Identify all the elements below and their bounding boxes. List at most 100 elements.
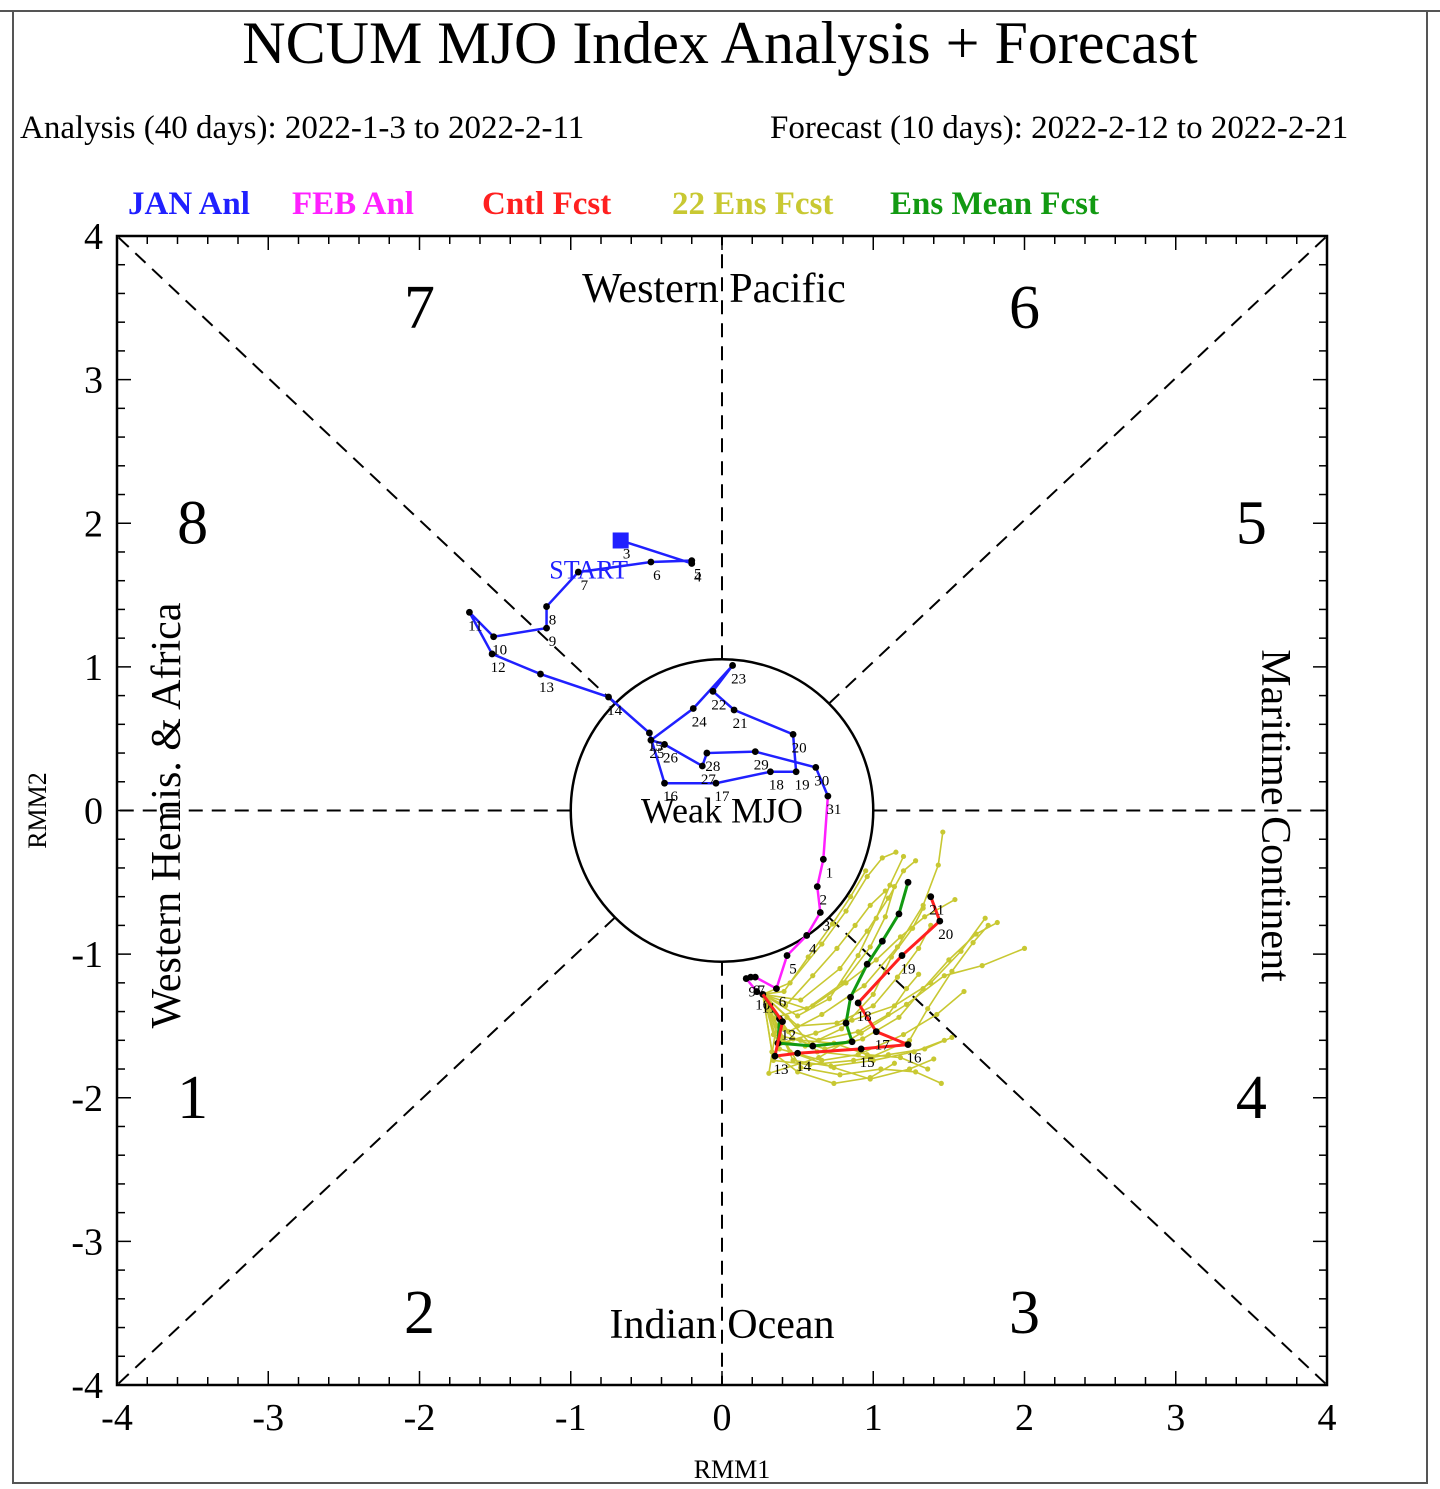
jan-day-label: 14	[607, 703, 623, 719]
ensemble-point	[925, 1066, 931, 1072]
ensemble-point	[903, 985, 910, 992]
ensemble-point	[925, 1006, 931, 1012]
ens-mean-point	[847, 993, 854, 1001]
ensemble-point	[831, 1080, 837, 1086]
ensemble-point	[894, 974, 901, 980]
ensemble-point	[885, 895, 891, 901]
ensemble-point	[855, 1052, 861, 1058]
jan-point	[537, 670, 544, 678]
chart-title: NCUM MJO Index Analysis + Forecast	[242, 10, 1198, 76]
jan-point	[488, 650, 496, 658]
y-tick-label: -3	[71, 1221, 103, 1263]
ensemble-point	[920, 905, 926, 911]
ens-mean-point	[842, 1019, 850, 1027]
jan-point	[647, 736, 655, 744]
phase-number: 6	[1009, 274, 1040, 342]
jan-day-label: 7	[581, 578, 589, 594]
ensemble-point	[979, 963, 985, 969]
forecast-period-label: Forecast (10 days): 2022-2-12 to 2022-2-…	[770, 110, 1349, 146]
control-point	[898, 952, 906, 959]
ensemble-point	[766, 1070, 772, 1076]
ensemble-point	[938, 1080, 944, 1086]
legend-jan-anl: JAN Anl	[128, 186, 250, 222]
ensemble-point	[870, 1003, 876, 1009]
plot-frame	[115, 234, 1329, 1387]
ensemble-member-line	[762, 870, 867, 996]
jan-day-label: 9	[549, 634, 557, 650]
ensemble-point	[897, 934, 904, 940]
x-tick-label: 4	[1318, 1397, 1337, 1439]
x-tick-label: -2	[404, 1397, 436, 1439]
jan-point	[647, 558, 655, 566]
ensemble-point	[798, 1037, 804, 1043]
ensemble-point	[843, 980, 849, 986]
ensemble-point	[798, 1064, 804, 1071]
feb-day-label: 2	[820, 893, 828, 909]
y-axis-title: RMM2	[23, 772, 52, 849]
x-tick-label: 2	[1015, 1397, 1034, 1439]
ensemble-point	[916, 945, 922, 951]
jan-day-label: 17	[714, 789, 730, 805]
ensemble-point	[769, 1049, 775, 1055]
ensemble-point	[887, 882, 893, 888]
start-label: START	[549, 555, 628, 584]
control-day-label: 19	[900, 962, 915, 978]
jan-point	[767, 768, 774, 776]
ensemble-point	[819, 1057, 825, 1064]
control-day-label: 15	[860, 1055, 875, 1071]
feb-day-label: 7	[758, 983, 766, 999]
control-day-label: 12	[781, 1028, 796, 1044]
ensemble-point	[870, 991, 876, 997]
ensemble-point	[867, 1075, 873, 1081]
ensemble-point	[896, 1014, 902, 1020]
control-day-label: 14	[796, 1059, 812, 1075]
ensemble-point	[1021, 945, 1028, 951]
jan-day-label: 4	[694, 569, 702, 585]
phase-number: 8	[177, 489, 208, 557]
ensemble-point	[847, 894, 854, 900]
ens-mean-point	[863, 960, 871, 968]
control-point	[794, 1049, 802, 1057]
ensemble-point	[973, 931, 979, 937]
ensemble-member-line	[762, 994, 895, 1085]
control-point	[936, 917, 944, 925]
ensemble-point	[873, 957, 879, 963]
ensemble-point	[982, 915, 988, 921]
ensemble-point	[795, 1069, 801, 1075]
jan-point	[661, 741, 668, 748]
ensemble-point	[852, 922, 858, 929]
jan-day-label: 25	[649, 746, 664, 762]
jan-day-label: 22	[711, 697, 726, 713]
control-day-label: 13	[773, 1062, 788, 1078]
jan-point	[543, 603, 550, 610]
x-tick-label: 3	[1166, 1397, 1185, 1439]
figure-frame	[12, 10, 1428, 1484]
ensemble-point	[795, 1023, 801, 1029]
feb-point	[753, 988, 761, 995]
ensemble-point	[810, 1003, 816, 1009]
ens-mean-point	[848, 1038, 856, 1046]
region-label: Indian Ocean	[609, 1302, 834, 1348]
region-label: Maritime Continent	[1252, 649, 1298, 982]
jan-day-label: 31	[826, 802, 841, 818]
ensemble-point	[837, 965, 843, 972]
jan-day-label: 21	[733, 716, 748, 732]
ensemble-point	[931, 1056, 937, 1062]
jan-point	[466, 608, 473, 616]
ensemble-point	[913, 858, 919, 864]
jan-day-label: 20	[792, 740, 807, 756]
phase-number: 2	[404, 1279, 435, 1347]
ensemble-point	[900, 868, 907, 874]
ensemble-point	[819, 1011, 825, 1018]
jan-day-label: 28	[705, 759, 720, 775]
y-tick-label: 3	[84, 360, 103, 402]
control-day-label: 21	[929, 903, 944, 919]
x-tick-label: 1	[864, 1397, 883, 1439]
legend-cntl-fcst: Cntl Fcst	[482, 186, 612, 222]
ensemble-point	[949, 968, 955, 974]
jan-point	[574, 568, 582, 576]
ensemble-point	[940, 829, 946, 835]
ensemble-point	[916, 971, 922, 977]
ensemble-member-line	[762, 886, 896, 1010]
